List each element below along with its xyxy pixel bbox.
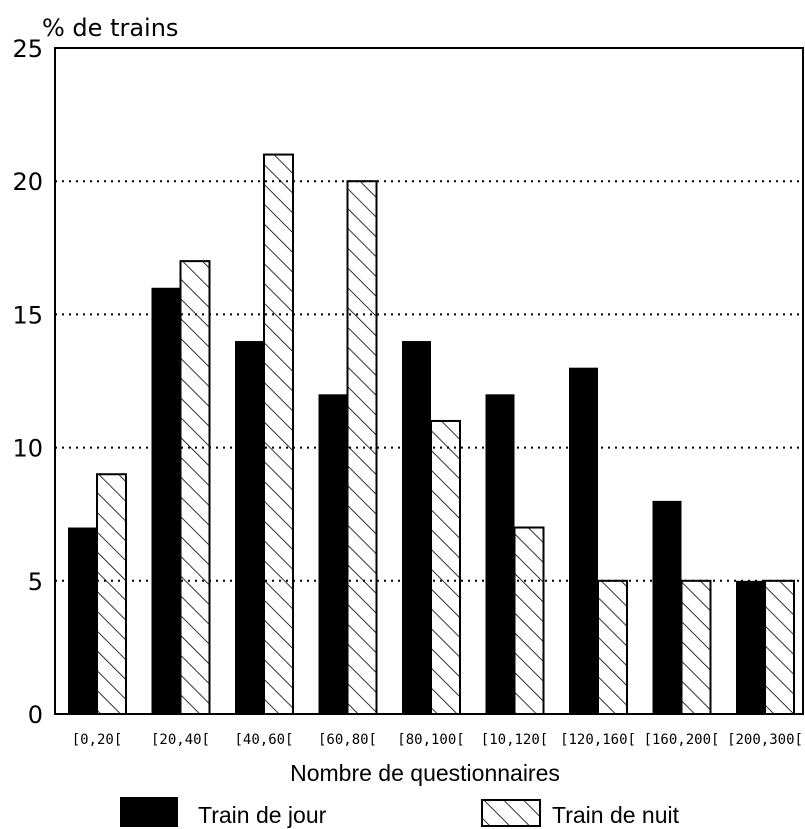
legend: Train de jour Train de nuit bbox=[120, 797, 680, 828]
x-tick-labels: [0,20[ [20,40[ [40,60[ [60,80[ [80,100[ [10,1… bbox=[72, 732, 803, 748]
bar-train-de-jour-2 bbox=[235, 341, 264, 714]
plot-frame bbox=[54, 47, 804, 715]
x-tick-label: [0,20[ bbox=[72, 732, 123, 748]
bar-train-de-nuit-5 bbox=[513, 526, 545, 716]
bar-train-de-nuit-0 bbox=[96, 473, 127, 715]
bar-train-de-jour-5 bbox=[485, 394, 515, 714]
bar-train-de-jour-3 bbox=[318, 394, 348, 714]
legend-label-nuit: Train de nuit bbox=[552, 802, 680, 828]
legend-swatch-nuit bbox=[481, 799, 541, 827]
bar-train-de-nuit-4 bbox=[430, 419, 461, 715]
y-tick-label: 25 bbox=[12, 35, 43, 63]
y-tick-label: 10 bbox=[12, 435, 43, 463]
x-tick-label: [200,300[ bbox=[727, 732, 803, 748]
bar-train-de-nuit-1 bbox=[179, 260, 211, 715]
x-axis-label: Nombre de questionnaires bbox=[290, 760, 560, 786]
y-tick-labels: 0 5 10 15 20 25 bbox=[12, 35, 43, 729]
x-tick-label: [160,200[ bbox=[644, 732, 720, 748]
x-tick-label: [80,100[ bbox=[397, 732, 464, 748]
bar-train-de-jour-0 bbox=[68, 527, 97, 714]
x-tick-label: [20,40[ bbox=[151, 732, 210, 748]
bars bbox=[68, 153, 795, 716]
y-tick-label: 0 bbox=[28, 701, 43, 729]
bar-train-de-jour-6 bbox=[569, 367, 598, 714]
bar-train-de-nuit-6 bbox=[597, 579, 628, 715]
x-tick-label: [120,160[ bbox=[560, 732, 636, 748]
x-tick-label: [60,80[ bbox=[318, 732, 377, 748]
y-tick-label: 15 bbox=[12, 301, 43, 329]
legend-swatch-jour bbox=[120, 797, 178, 827]
y-tick-label: 20 bbox=[12, 168, 43, 196]
bar-train-de-nuit-8 bbox=[764, 579, 795, 715]
legend-label-jour: Train de jour bbox=[198, 802, 327, 828]
x-tick-label: [40,60[ bbox=[234, 732, 293, 748]
bar-train-de-jour-8 bbox=[736, 580, 765, 714]
y-axis-label: % de trains bbox=[42, 14, 178, 42]
bar-train-de-jour-7 bbox=[652, 500, 682, 714]
bar-train-de-nuit-3 bbox=[346, 180, 378, 715]
y-tick-label: 5 bbox=[28, 568, 43, 596]
bar-train-de-nuit-7 bbox=[680, 579, 712, 715]
x-tick-label: [10,120[ bbox=[481, 732, 548, 748]
bar-train-de-nuit-2 bbox=[263, 153, 294, 715]
bar-train-de-jour-4 bbox=[402, 341, 431, 714]
bar-train-de-jour-1 bbox=[151, 287, 181, 714]
